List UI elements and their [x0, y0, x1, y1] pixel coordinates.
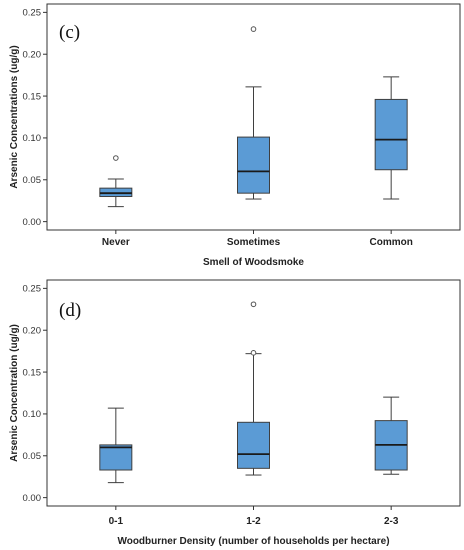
x-axis-title: Smell of Woodsmoke — [203, 257, 304, 268]
box-iqr — [375, 99, 407, 169]
y-tick-label: 0.10 — [23, 133, 42, 144]
outlier-point — [114, 156, 119, 161]
panel-label: (d) — [59, 300, 81, 321]
y-tick-label: 0.05 — [23, 451, 42, 462]
y-axis-title: Arsenic Concentrations (ug/g) — [9, 45, 20, 188]
y-tick-label: 0.10 — [23, 409, 42, 420]
y-axis-title: Arsenic Concentration (ug/g) — [9, 324, 20, 462]
panel-label: (c) — [59, 22, 80, 43]
x-tick-label: Sometimes — [227, 237, 281, 248]
chart-panel-d: (d) 0.00 0.05 0.10 0.15 0.20 0.25 Arsenic Conce… — [0, 276, 464, 550]
box-iqr — [238, 422, 270, 468]
boxplot-chart-d: (d) 0.00 0.05 0.10 0.15 0.20 0.25 Arsenic Conce… — [0, 276, 464, 550]
y-tick-label: 0.15 — [23, 91, 42, 102]
y-tick-label: 0.05 — [23, 175, 42, 186]
x-tick-label: 2-3 — [384, 516, 399, 527]
outlier-point — [251, 351, 256, 356]
chart-panel-c: (c) 0.00 0.05 0.10 0.15 0.20 0.25 Arsenic Conce… — [0, 0, 464, 272]
x-tick-label: Common — [369, 237, 412, 248]
y-tick-label: 0.00 — [23, 217, 42, 228]
y-tick-label: 0.20 — [23, 50, 42, 61]
y-tick-label: 0.25 — [23, 8, 42, 19]
x-tick-label: 0-1 — [109, 516, 124, 527]
outlier-point — [251, 302, 256, 307]
y-tick-label: 0.20 — [23, 326, 42, 337]
boxplot-chart-c: (c) 0.00 0.05 0.10 0.15 0.20 0.25 Arsenic Conce… — [0, 0, 464, 272]
x-tick-label: 1-2 — [246, 516, 261, 527]
box-iqr — [238, 137, 270, 193]
x-tick-label: Never — [102, 237, 130, 248]
box-iqr — [100, 445, 132, 470]
y-tick-label: 0.00 — [23, 493, 42, 504]
x-axis-title: Woodburner Density (number of households… — [117, 536, 389, 547]
y-tick-label: 0.15 — [23, 367, 42, 378]
outlier-point — [251, 27, 256, 32]
y-tick-label: 0.25 — [23, 284, 42, 295]
